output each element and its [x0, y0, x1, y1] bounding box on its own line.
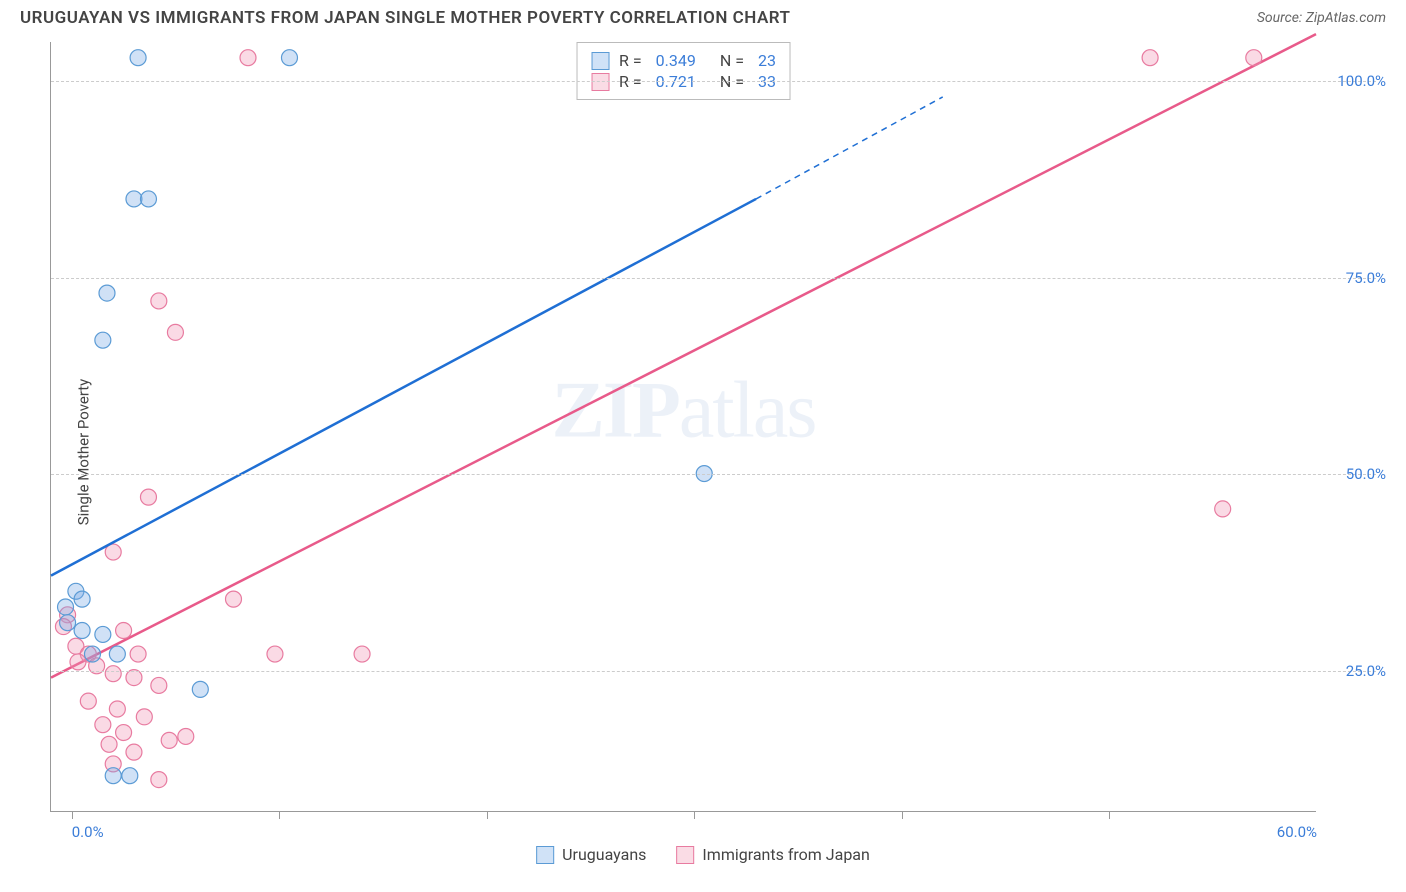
legend-r-label: R =	[619, 51, 642, 70]
data-point	[136, 709, 152, 725]
x-tick-label: 60.0%	[1277, 823, 1317, 841]
data-point	[140, 489, 156, 505]
data-point	[167, 324, 183, 340]
legend-n-label: N =	[720, 51, 744, 70]
legend-stats-row: R = 0.349 N = 23	[591, 51, 776, 70]
chart-header: URUGUAYAN VS IMMIGRANTS FROM JAPAN SINGL…	[0, 0, 1406, 32]
data-point	[74, 591, 90, 607]
data-point	[267, 646, 283, 662]
data-point	[130, 646, 146, 662]
data-point	[95, 717, 111, 733]
legend-swatch	[676, 846, 694, 864]
data-point	[281, 50, 297, 66]
data-point	[105, 666, 121, 682]
grid-line	[51, 81, 1376, 82]
bottom-legend: Uruguayans Immigrants from Japan	[536, 845, 870, 864]
y-tick-label: 100.0%	[1337, 72, 1386, 90]
x-tick	[902, 811, 903, 819]
grid-line	[51, 474, 1376, 475]
x-tick	[279, 811, 280, 819]
x-tick	[487, 811, 488, 819]
plot-area: ZIPatlas R =0.349N =23R =0.721N =33 25.0…	[50, 42, 1316, 812]
data-point	[225, 591, 241, 607]
data-point	[101, 736, 117, 752]
y-tick-label: 25.0%	[1346, 662, 1386, 680]
data-point	[354, 646, 370, 662]
chart-container: Single Mother Poverty ZIPatlas R =0.349N…	[0, 32, 1406, 872]
grid-line	[51, 671, 1376, 672]
x-tick	[694, 811, 695, 819]
legend-n-value: 23	[758, 51, 776, 70]
legend-stats-box: R =0.349N =23R =0.721N =33	[576, 42, 791, 100]
data-point	[1246, 50, 1262, 66]
chart-title: URUGUAYAN VS IMMIGRANTS FROM JAPAN SINGL…	[20, 8, 791, 28]
data-point	[192, 681, 208, 697]
data-point	[122, 768, 138, 784]
data-point	[151, 677, 167, 693]
data-point	[178, 728, 194, 744]
data-point	[60, 615, 76, 631]
data-point	[58, 599, 74, 615]
data-point	[109, 646, 125, 662]
legend-label: Uruguayans	[562, 845, 646, 864]
trend-line-dashed	[756, 97, 943, 199]
source-attribution: Source: ZipAtlas.com	[1257, 10, 1386, 26]
data-point	[126, 191, 142, 207]
data-point	[126, 744, 142, 760]
data-point	[1142, 50, 1158, 66]
y-tick-label: 75.0%	[1346, 269, 1386, 287]
plot-svg	[51, 42, 1316, 811]
data-point	[126, 670, 142, 686]
x-tick	[1109, 811, 1110, 819]
data-point	[99, 285, 115, 301]
legend-item: Uruguayans	[536, 845, 646, 864]
trend-line	[51, 199, 756, 576]
legend-swatch	[536, 846, 554, 864]
data-point	[74, 623, 90, 639]
data-point	[130, 50, 146, 66]
data-point	[105, 768, 121, 784]
legend-r-value: 0.349	[656, 51, 696, 70]
legend-item: Immigrants from Japan	[676, 845, 869, 864]
data-point	[116, 623, 132, 639]
data-point	[161, 732, 177, 748]
data-point	[151, 772, 167, 788]
data-point	[116, 725, 132, 741]
trend-line	[51, 34, 1316, 677]
legend-label: Immigrants from Japan	[702, 845, 869, 864]
x-tick	[72, 811, 73, 819]
data-point	[140, 191, 156, 207]
data-point	[84, 646, 100, 662]
data-point	[240, 50, 256, 66]
data-point	[95, 332, 111, 348]
data-point	[109, 701, 125, 717]
data-point	[70, 654, 86, 670]
x-tick-label: 0.0%	[72, 823, 104, 841]
data-point	[80, 693, 96, 709]
data-point	[1215, 501, 1231, 517]
legend-swatch	[591, 52, 609, 70]
data-point	[95, 626, 111, 642]
grid-line	[51, 278, 1376, 279]
data-point	[151, 293, 167, 309]
y-tick-label: 50.0%	[1346, 465, 1386, 483]
